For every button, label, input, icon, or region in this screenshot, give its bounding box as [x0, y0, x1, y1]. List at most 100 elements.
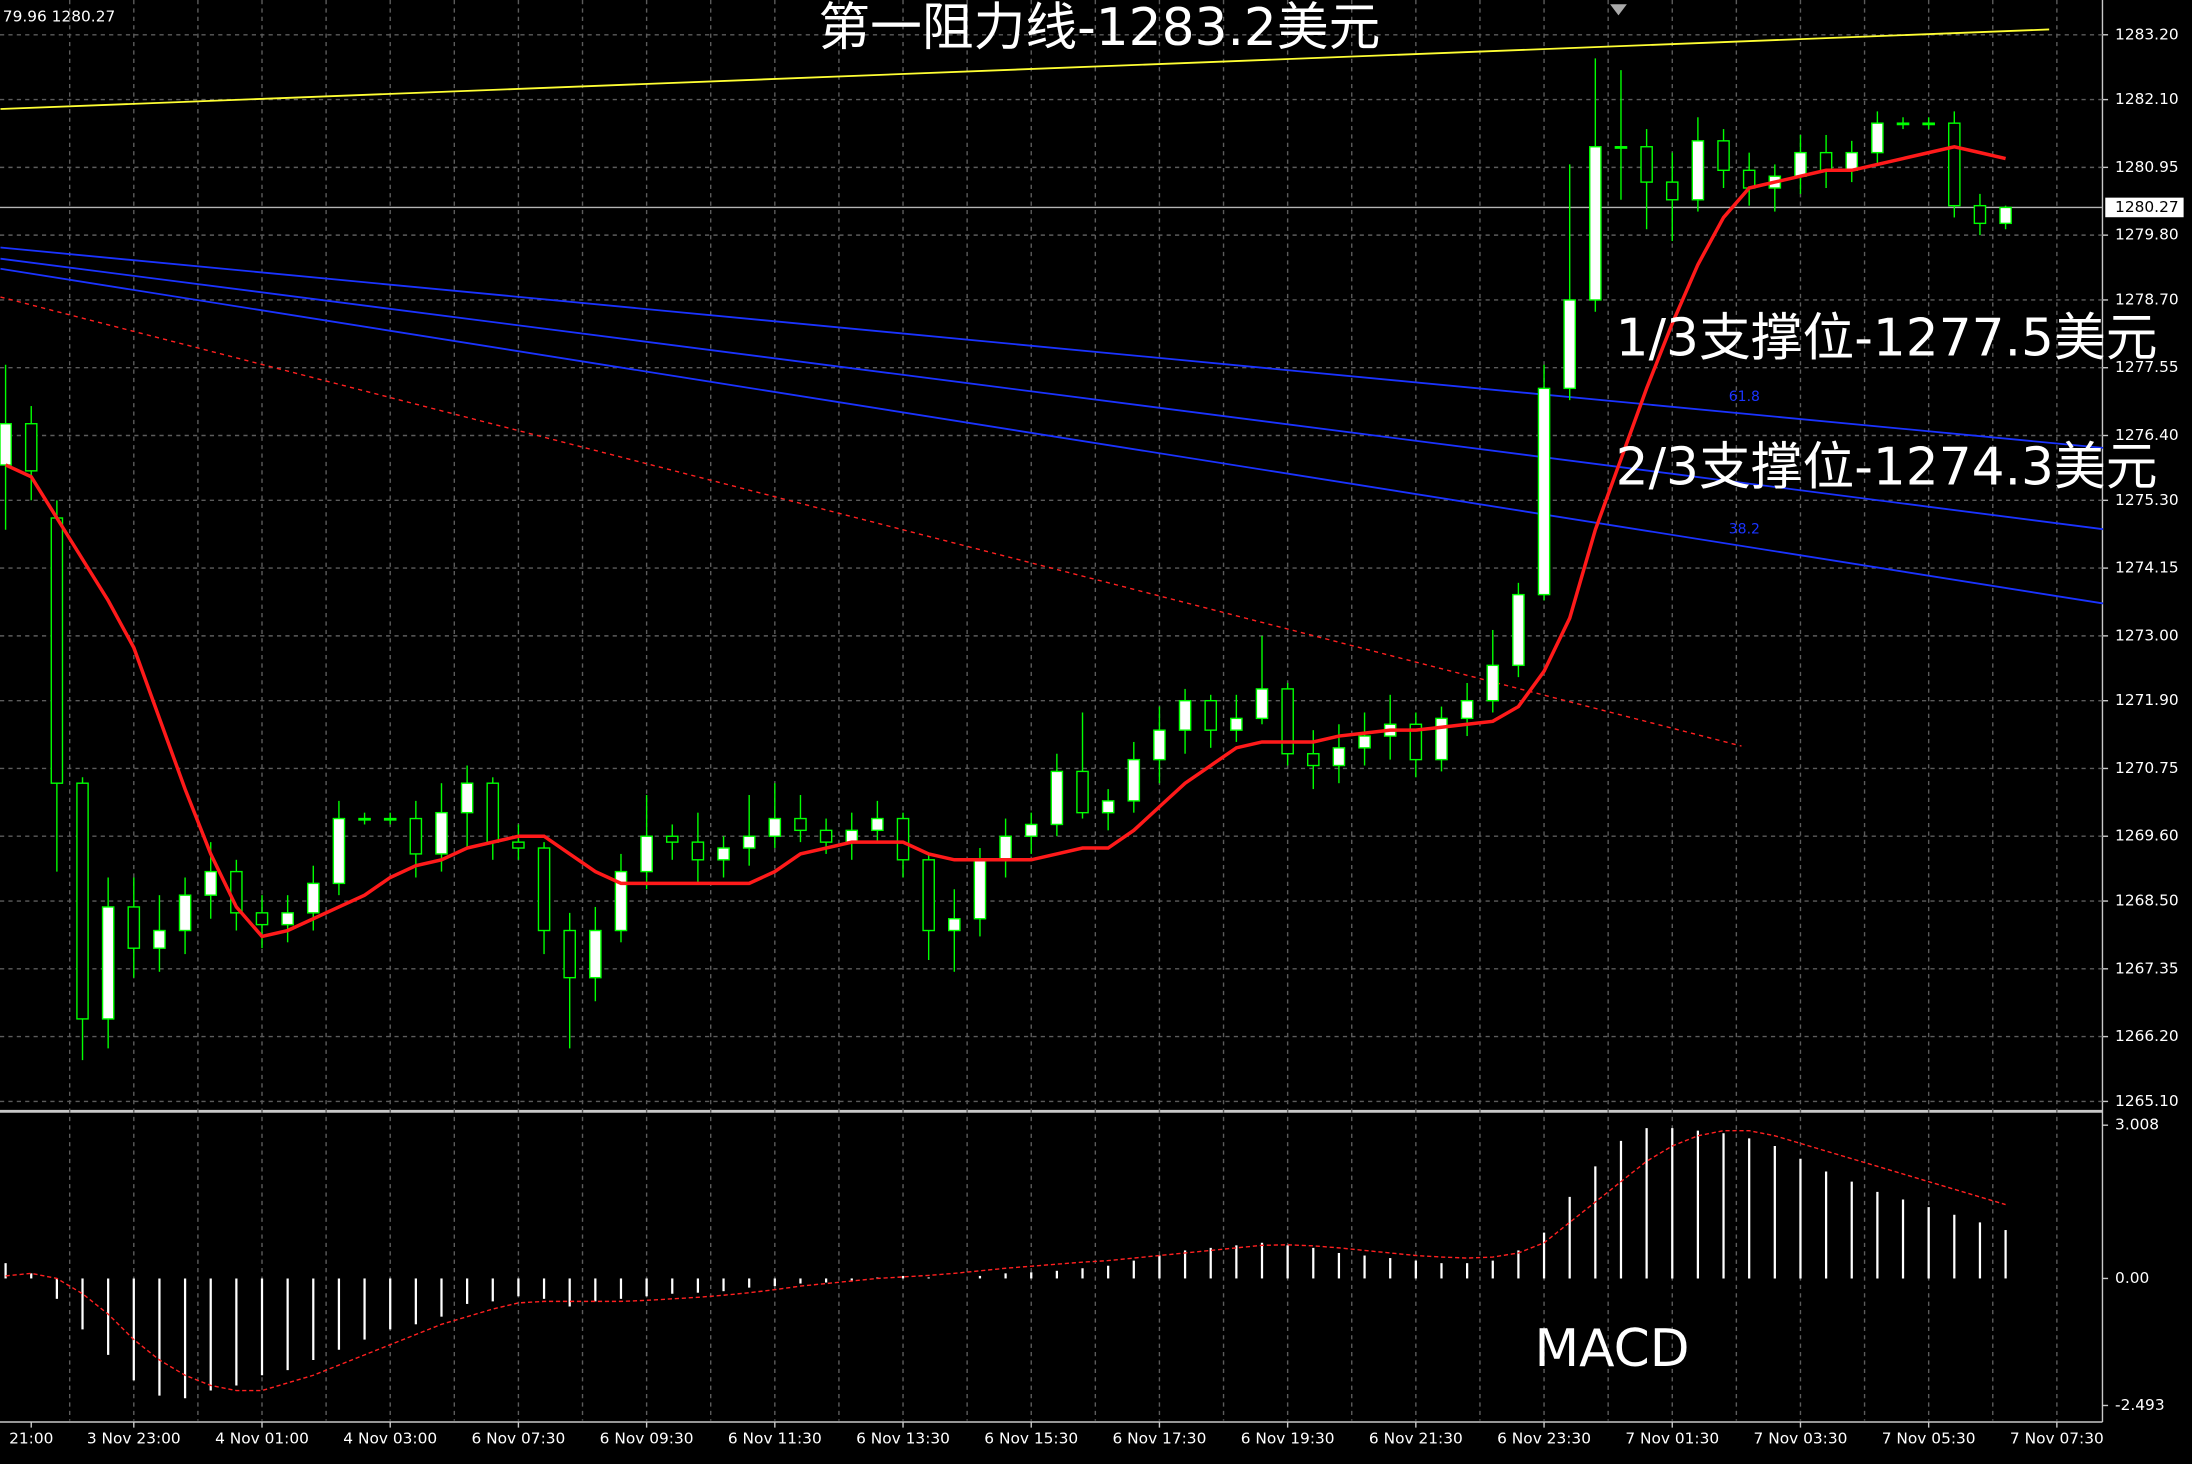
x-tick-label: 3 Nov 23:00 — [87, 1429, 181, 1447]
y-tick-label: 1269.60 — [2115, 827, 2179, 845]
candle-body — [1050, 770, 1064, 826]
candle-body — [1563, 299, 1576, 390]
candle-body — [742, 835, 756, 849]
moving-average — [4, 144, 2006, 939]
candle-body — [640, 835, 653, 873]
trend-line — [0, 267, 2104, 605]
candle-body — [1024, 823, 1038, 837]
candle-body — [358, 817, 371, 821]
x-tick-label: 7 Nov 01:30 — [1625, 1429, 1719, 1447]
candle-body — [1640, 146, 1653, 183]
y-tick-label: 3.008 — [2115, 1116, 2159, 1134]
candle-body — [0, 423, 12, 466]
candle-body — [1922, 122, 1935, 126]
candle-body — [1794, 151, 1807, 177]
y-tick-label: 1270.75 — [2115, 759, 2179, 777]
candle-body — [204, 870, 218, 896]
macd-title: MACD — [1535, 1319, 1690, 1379]
candle-body — [1230, 717, 1243, 731]
x-tick-label: 6 Nov 21:30 — [1369, 1429, 1463, 1447]
candle-body — [1512, 593, 1525, 667]
x-tick-label: 7 Nov 05:30 — [1882, 1429, 1976, 1447]
chart-shift-marker — [1610, 4, 1627, 16]
candle-body — [1614, 146, 1628, 149]
candle-body — [255, 912, 269, 926]
annotation: 2/3支撑位-1274.3美元 — [1616, 437, 2158, 497]
y-tick-label: 1280.95 — [2115, 158, 2179, 176]
x-tick-label: 4 Nov 01:00 — [215, 1429, 309, 1447]
x-tick-label: 6 Nov 07:30 — [471, 1429, 565, 1447]
candle-body — [486, 782, 500, 843]
candle-body — [589, 929, 602, 979]
candle-body — [845, 829, 859, 843]
candle-body — [306, 882, 320, 914]
fib-label: 38.2 — [1729, 522, 1760, 538]
candle-body — [1537, 387, 1551, 596]
candle-body — [383, 817, 397, 821]
y-tick-label: 1277.55 — [2115, 358, 2179, 376]
candle-body — [1896, 122, 1910, 126]
candle-body — [999, 835, 1012, 861]
candle-body — [1076, 770, 1089, 814]
candle-body — [1717, 140, 1730, 172]
candle-body — [1178, 699, 1192, 731]
candle-body — [1255, 688, 1269, 720]
candle-body — [691, 841, 705, 861]
candle-body — [1973, 204, 1987, 225]
signal-line — [5, 1129, 2006, 1392]
y-tick-label: 1265.10 — [2115, 1092, 2179, 1110]
candle-body — [24, 423, 38, 472]
x-tick-label: 6 Nov 09:30 — [600, 1429, 694, 1447]
candle-body — [973, 859, 987, 920]
x-tick-label: 7 Nov 07:30 — [2010, 1429, 2104, 1447]
y-tick-label: 1268.50 — [2115, 892, 2179, 910]
candle-body — [50, 517, 64, 784]
candle-body — [871, 817, 884, 832]
y-tick-label: 0.00 — [2115, 1269, 2149, 1287]
candle-body — [1409, 723, 1423, 761]
candle-body — [281, 912, 294, 926]
y-tick-label: 1275.30 — [2115, 491, 2179, 509]
y-tick-label: 1282.10 — [2115, 90, 2179, 108]
candle-body — [1691, 140, 1705, 201]
candle-body — [537, 847, 551, 932]
y-tick-label: -2.493 — [2115, 1396, 2165, 1414]
candle-body — [768, 817, 782, 837]
y-tick-label: 1276.40 — [2115, 426, 2179, 444]
x-tick-label: 7 Nov 03:30 — [1754, 1429, 1848, 1447]
candle-body — [1665, 181, 1679, 201]
candle-body — [922, 859, 935, 932]
candle-body — [948, 918, 961, 932]
trend-line — [0, 296, 1742, 747]
x-tick-label: 6 Nov 11:30 — [728, 1429, 822, 1447]
x-tick-label: 6 Nov 17:30 — [1113, 1429, 1207, 1447]
candle-body — [1589, 146, 1602, 301]
candle-body — [1332, 747, 1346, 767]
candle-body — [1204, 699, 1218, 731]
x-tick-label: 6 Nov 15:30 — [984, 1429, 1078, 1447]
x-tick-label: 21:00 — [9, 1429, 53, 1447]
candle-body — [1306, 753, 1320, 767]
candle-body — [1153, 729, 1166, 761]
candle-body — [614, 870, 628, 932]
candle-body — [794, 817, 807, 832]
candle-body — [717, 847, 730, 861]
candle-body — [409, 817, 423, 855]
candle-body — [127, 906, 141, 949]
candle-body — [178, 894, 192, 932]
candle-body — [1948, 122, 1961, 207]
last-price-box — [2105, 197, 2184, 218]
candle-body — [1281, 688, 1294, 755]
candle-body — [76, 782, 89, 1020]
candle-body — [1358, 735, 1371, 749]
trend-line — [0, 28, 2050, 110]
x-tick-label: 6 Nov 19:30 — [1241, 1429, 1335, 1447]
x-tick-label: 6 Nov 23:30 — [1497, 1429, 1591, 1447]
candle-body — [896, 817, 910, 861]
candle-body — [665, 835, 679, 843]
info-text: 79.96 1280.27 — [3, 7, 115, 25]
y-tick-label: 1278.70 — [2115, 290, 2179, 308]
y-tick-label: 1271.90 — [2115, 691, 2179, 709]
